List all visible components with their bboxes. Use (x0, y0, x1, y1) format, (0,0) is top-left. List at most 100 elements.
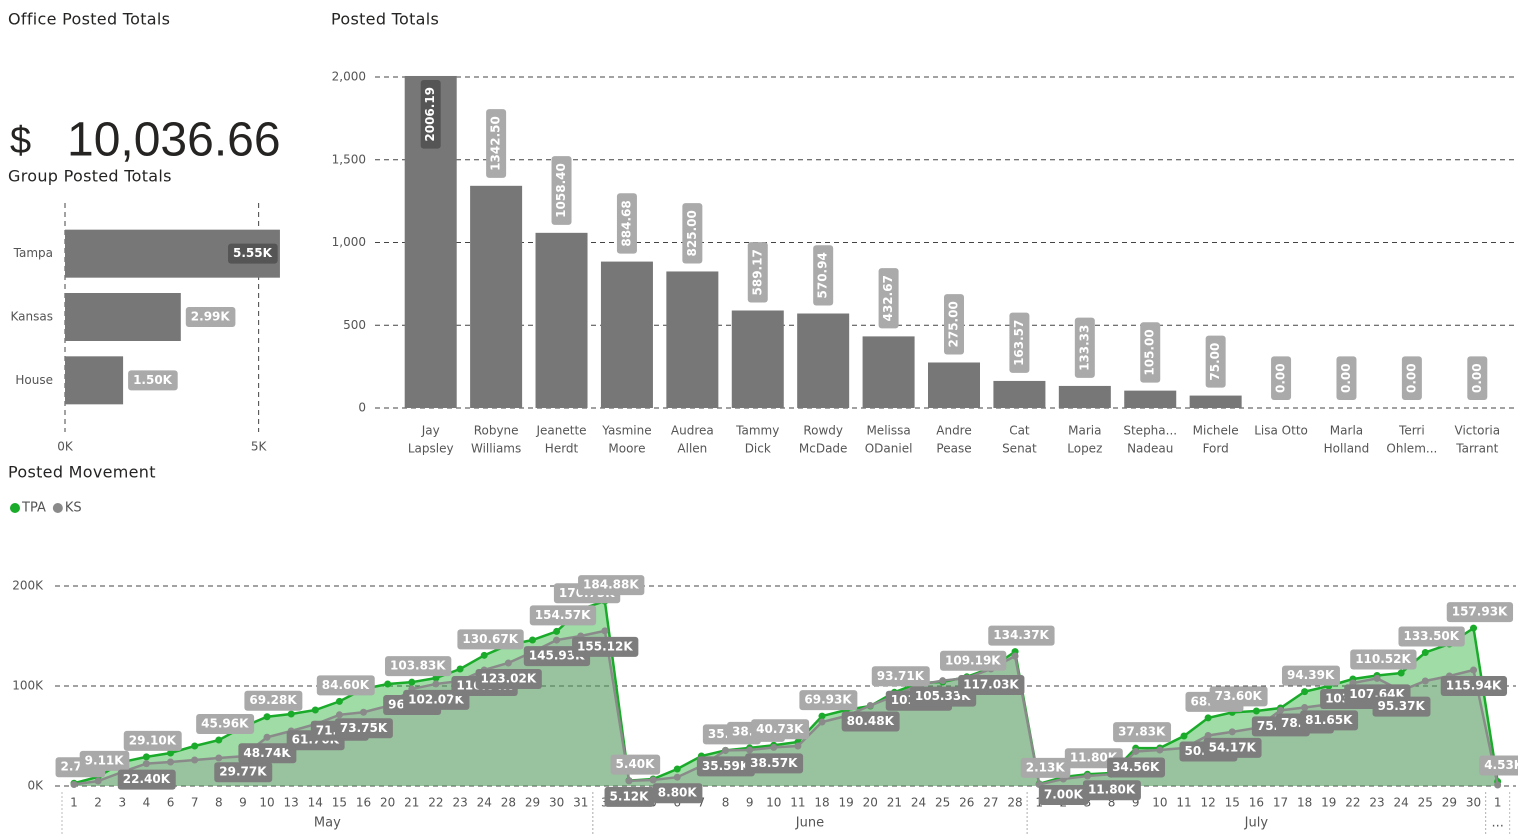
bar (731, 310, 784, 408)
data-label-box (1398, 626, 1465, 647)
data-label: 115.94K (1446, 679, 1502, 693)
data-label: 155.12K (577, 639, 633, 653)
month-label: July (1244, 816, 1269, 831)
x-tick-label: 7 (191, 796, 199, 810)
x-tick-label: Lopez (1067, 442, 1102, 456)
data-label: 81.65K (1305, 713, 1353, 727)
data-label-box (813, 245, 834, 306)
y-tick-label: Kansas (11, 310, 53, 324)
data-label: 45.96K (201, 717, 249, 731)
data-label-box (988, 625, 1055, 646)
x-tick-label: 21 (887, 796, 902, 810)
data-label-box (196, 714, 255, 735)
point (1204, 732, 1212, 739)
point (939, 677, 947, 685)
x-tick-label: 4 (143, 796, 151, 810)
data-label-box (1113, 722, 1172, 743)
data-label: 11.80K (1070, 751, 1118, 765)
x-tick-label: Moore (608, 442, 645, 456)
bar (666, 271, 719, 408)
x-tick-label: 20 (863, 796, 878, 810)
x-tick-label: Allen (677, 442, 707, 456)
area (74, 601, 1498, 786)
x-tick-label: 29 (525, 796, 540, 810)
point (335, 697, 343, 705)
data-label: 22.40K (123, 772, 171, 786)
data-label: 163.57 (1012, 320, 1026, 366)
x-tick-label: Melissa (866, 424, 910, 438)
data-label: 2.13K (1026, 760, 1066, 774)
data-label-box (486, 109, 507, 178)
x-tick-label: 22 (428, 796, 443, 810)
x-tick-label: Rowdy (803, 424, 843, 438)
card-currency: $ (10, 120, 31, 162)
data-label: 825.00 (685, 210, 699, 256)
data-label-box (1446, 602, 1514, 623)
x-tick-label: 14 (308, 796, 323, 810)
data-label-box (1479, 755, 1518, 776)
data-label-box (1300, 710, 1359, 731)
point (528, 636, 536, 644)
data-label-box (604, 786, 655, 807)
point (504, 659, 512, 667)
area (74, 630, 1498, 786)
month-label: May (314, 816, 341, 831)
x-tick-label: McDade (799, 442, 848, 456)
point (625, 777, 633, 785)
point (456, 665, 464, 673)
x-tick-label: Holland (1324, 442, 1370, 456)
x-tick-label: Lisa Otto (1254, 424, 1308, 438)
data-label: 48.74K (243, 746, 291, 760)
x-tick-label: Jay (421, 424, 440, 438)
bar (1058, 385, 1111, 408)
point (673, 765, 681, 773)
bar (600, 261, 653, 408)
point (311, 706, 319, 714)
point (1421, 649, 1429, 656)
point (1228, 728, 1236, 736)
data-label-box (244, 690, 303, 711)
data-label-box (551, 156, 572, 225)
x-tick-label: Ohlem... (1386, 442, 1437, 456)
data-label-box (1074, 317, 1095, 378)
data-label: 73.60K (1215, 689, 1263, 703)
data-label-box (940, 650, 1007, 671)
point (142, 753, 150, 761)
data-label-box (944, 294, 964, 355)
point (215, 754, 223, 762)
x-tick-label: 22 (1345, 796, 1360, 810)
y-tick-label: House (15, 373, 53, 387)
x-tick-label: 24 (1394, 796, 1409, 810)
data-label-box (1205, 335, 1226, 388)
data-label-box (578, 575, 645, 596)
data-label: 145.93K (529, 649, 585, 663)
data-label-box (1209, 686, 1268, 707)
data-label: 2.99K (191, 310, 231, 324)
data-label-box (682, 203, 703, 264)
x-tick-label: 18 (1297, 796, 1312, 810)
point (1494, 781, 1502, 789)
bar (535, 232, 588, 408)
data-label-box (79, 750, 130, 771)
point (360, 708, 368, 716)
data-label-box (871, 666, 930, 687)
legend-marker (52, 503, 63, 513)
data-label-box (214, 762, 273, 783)
x-tick-label: 1 (70, 796, 78, 810)
data-label: 184.88K (583, 578, 639, 592)
card-value: 10,036.66 (67, 114, 281, 167)
legend-marker (10, 503, 20, 513)
data-label-box (747, 242, 768, 303)
x-tick-label: Tammy (735, 424, 779, 438)
x-tick-label: 8 (722, 796, 730, 810)
x-tick-label: Audrea (671, 424, 714, 438)
data-label: 589.17 (750, 249, 764, 295)
data-label: 0.00 (1274, 363, 1288, 393)
y-tick-label: 1,500 (332, 152, 366, 166)
x-tick-label: 15 (1225, 796, 1240, 810)
x-tick-label: 30 (1466, 796, 1481, 810)
y-tick-label: 200K (12, 579, 44, 593)
data-label-box (128, 370, 178, 391)
x-tick-label: 31 (573, 796, 588, 810)
bar (862, 336, 915, 408)
